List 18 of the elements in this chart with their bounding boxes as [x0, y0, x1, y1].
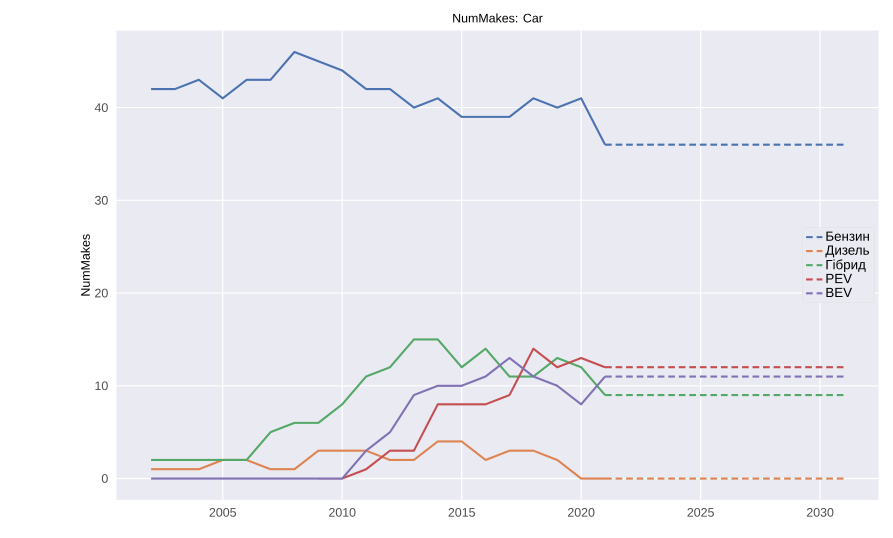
y-tick-label: 20	[95, 288, 108, 298]
x-tick-label: 2020	[568, 508, 594, 517]
y-tick-label: 0	[102, 474, 108, 483]
legend-label: Бензин	[826, 232, 869, 241]
y-axis-title: NumMakes	[80, 234, 90, 296]
x-tick-label: 2015	[448, 508, 475, 517]
legend-label: PEV	[826, 274, 852, 284]
chart-title: NumMakes: Car	[453, 13, 543, 22]
x-tick-label: 2030	[806, 508, 834, 517]
x-tick-label: 2025	[687, 508, 714, 517]
x-tick-label: 2010	[329, 508, 356, 517]
x-tick-label: 2005	[210, 508, 236, 517]
legend-label: Дизель	[825, 245, 870, 258]
y-tick-label: 10	[95, 381, 108, 390]
y-tick-label: 40	[94, 103, 108, 112]
y-tick-label: 30	[94, 196, 108, 205]
legend-label: Гібрид	[826, 259, 866, 272]
legend-label: BEV	[826, 288, 852, 297]
